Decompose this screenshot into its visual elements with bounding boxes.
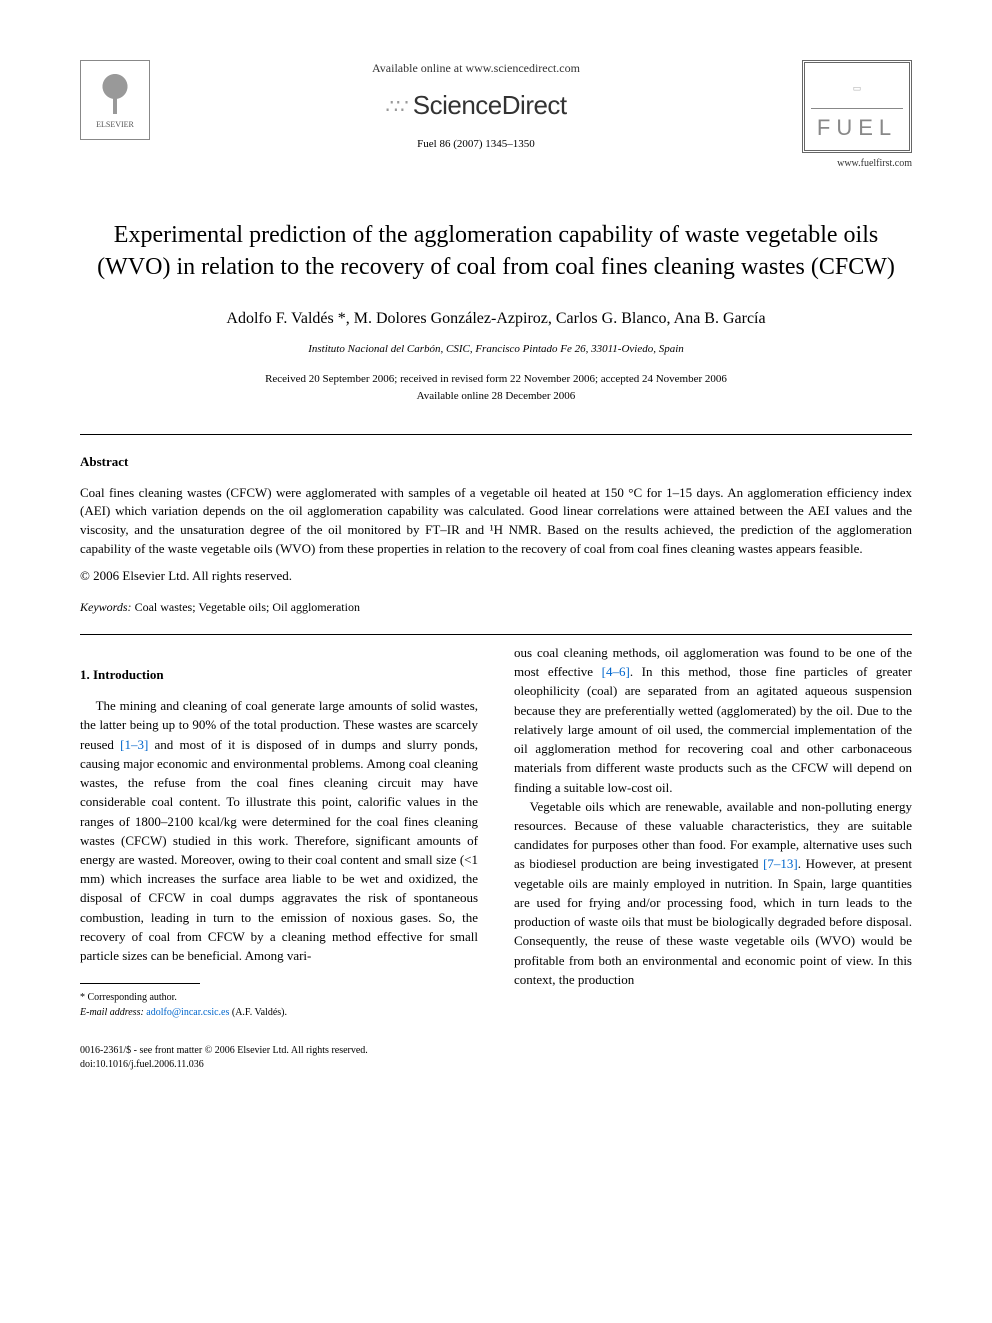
column-right: ous coal cleaning methods, oil agglomera… <box>514 643 912 1021</box>
corresponding-author: * Corresponding author. <box>80 990 478 1005</box>
article-title: Experimental prediction of the agglomera… <box>80 219 912 284</box>
column-left: 1. Introduction The mining and cleaning … <box>80 643 478 1021</box>
abstract-text: Coal fines cleaning wastes (CFCW) were a… <box>80 484 912 559</box>
journal-reference: Fuel 86 (2007) 1345–1350 <box>150 137 802 152</box>
footer-doi: doi:10.1016/j.fuel.2006.11.036 <box>80 1058 912 1072</box>
email-label: E-mail address: <box>80 1007 144 1018</box>
fuel-label: FUEL <box>811 113 903 144</box>
body-columns: 1. Introduction The mining and cleaning … <box>80 643 912 1021</box>
elsevier-tree-icon <box>90 69 140 119</box>
intro-paragraph-2: Vegetable oils which are renewable, avai… <box>514 797 912 989</box>
intro-paragraph-1-cont: ous coal cleaning methods, oil agglomera… <box>514 643 912 797</box>
fuel-url: www.fuelfirst.com <box>802 157 912 171</box>
keywords: Keywords: Coal wastes; Vegetable oils; O… <box>80 599 912 616</box>
page-footer: 0016-2361/$ - see front matter © 2006 El… <box>80 1044 912 1072</box>
fuel-cover-icon: ▭ <box>811 69 903 109</box>
citation-link[interactable]: [7–13] <box>763 856 798 871</box>
dates-received: Received 20 September 2006; received in … <box>265 373 727 385</box>
dates-online: Available online 28 December 2006 <box>417 390 576 402</box>
affiliation: Instituto Nacional del Carbón, CSIC, Fra… <box>80 342 912 357</box>
article-dates: Received 20 September 2006; received in … <box>80 371 912 404</box>
sciencedirect-brand: ∴∵ScienceDirect <box>150 87 802 123</box>
available-online-text: Available online at www.sciencedirect.co… <box>150 60 802 77</box>
email-author: (A.F. Valdés). <box>229 1007 287 1018</box>
rule-top <box>80 434 912 435</box>
page-header: ELSEVIER Available online at www.science… <box>80 60 912 171</box>
section-1-heading: 1. Introduction <box>80 665 478 684</box>
footnote-rule <box>80 983 200 984</box>
rule-bottom <box>80 634 912 635</box>
journal-logo: ▭ FUEL www.fuelfirst.com <box>802 60 912 171</box>
elsevier-logo: ELSEVIER <box>80 60 150 140</box>
authors-list: Adolfo F. Valdés *, M. Dolores González-… <box>80 308 912 330</box>
fuel-logo-box: ▭ FUEL <box>802 60 912 153</box>
intro-paragraph-1: The mining and cleaning of coal generate… <box>80 696 478 965</box>
sciencedirect-dots-icon: ∴∵ <box>385 93 406 121</box>
elsevier-label: ELSEVIER <box>96 119 134 130</box>
keywords-text: Coal wastes; Vegetable oils; Oil agglome… <box>132 600 360 614</box>
footnote-block: * Corresponding author. E-mail address: … <box>80 990 478 1020</box>
center-header: Available online at www.sciencedirect.co… <box>150 60 802 153</box>
sciencedirect-label: ScienceDirect <box>413 90 567 120</box>
footer-front-matter: 0016-2361/$ - see front matter © 2006 El… <box>80 1044 912 1058</box>
abstract-section: Abstract Coal fines cleaning wastes (CFC… <box>80 453 912 616</box>
email-line: E-mail address: adolfo@incar.csic.es (A.… <box>80 1005 478 1020</box>
abstract-heading: Abstract <box>80 453 912 471</box>
email-link[interactable]: adolfo@incar.csic.es <box>144 1007 230 1018</box>
abstract-copyright: © 2006 Elsevier Ltd. All rights reserved… <box>80 567 912 585</box>
citation-link[interactable]: [1–3] <box>120 737 148 752</box>
citation-link[interactable]: [4–6] <box>602 664 630 679</box>
keywords-label: Keywords: <box>80 600 132 614</box>
